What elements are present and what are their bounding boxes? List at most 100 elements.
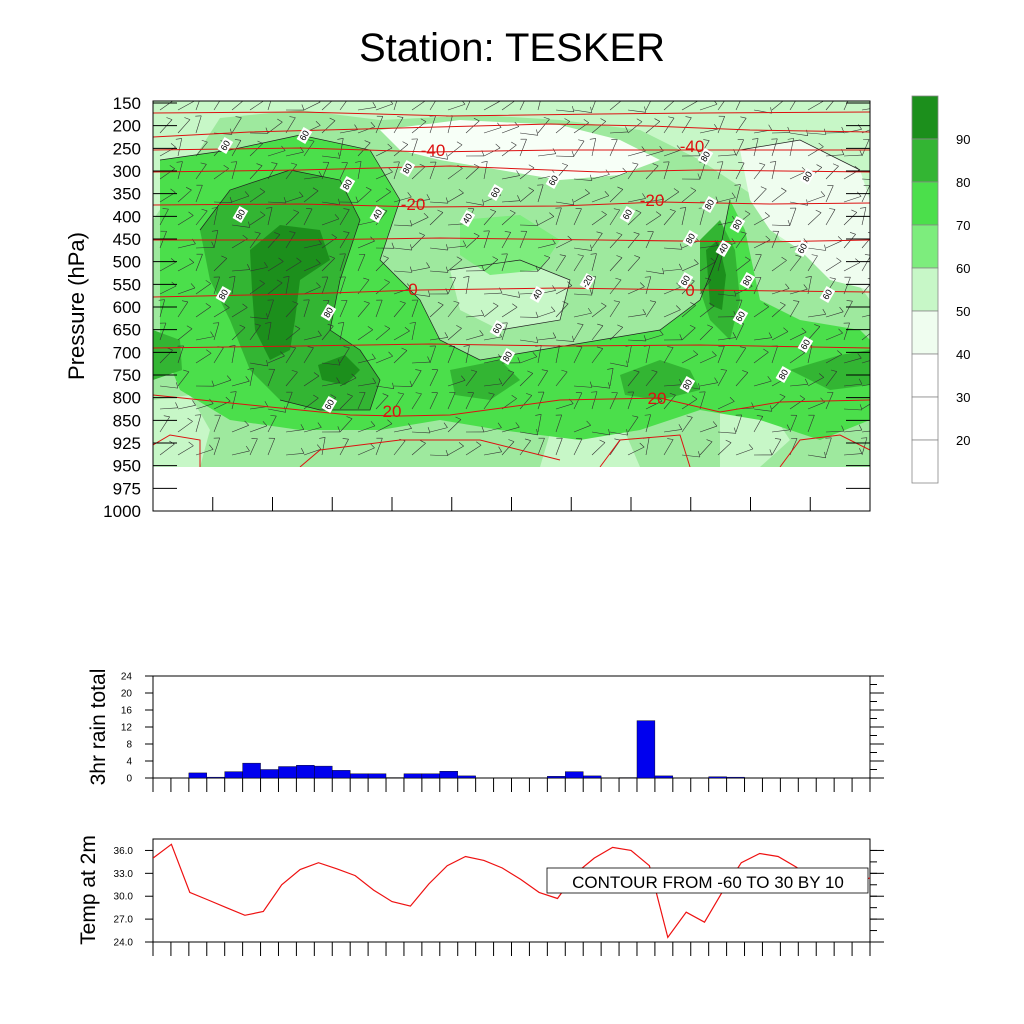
- wind-barb-flag: [867, 232, 870, 234]
- wind-barb: [411, 267, 430, 272]
- svg-text:80: 80: [501, 350, 515, 364]
- rain-bar: [421, 773, 440, 779]
- wind-barb: [411, 393, 422, 410]
- wind-barb-flag: [822, 308, 827, 315]
- svg-text:60: 60: [799, 338, 813, 352]
- wind-barb-flag: [229, 344, 236, 347]
- wind-barb: [429, 392, 438, 410]
- wind-barb: [213, 258, 228, 272]
- wind-barb-flag: [679, 207, 686, 209]
- wind-barb-flag: [290, 162, 297, 165]
- wind-barb: [663, 286, 681, 295]
- wind-barb: [231, 345, 236, 364]
- wind-barb: [771, 231, 779, 249]
- wind-barb-flag: [456, 141, 463, 146]
- wind-barb: [429, 201, 448, 204]
- rain-bar: [439, 771, 458, 779]
- wind-barb: [555, 109, 574, 113]
- wind-barb-flag: [244, 420, 249, 426]
- wind-barb: [177, 101, 194, 111]
- wind-barb-flag: [181, 300, 188, 303]
- wind-barb-flag: [225, 396, 231, 402]
- wind-barb: [177, 371, 190, 387]
- rain-axis-label: 3hr rain total: [87, 669, 110, 786]
- wind-barb-flag: [731, 238, 736, 244]
- wind-barb: [771, 331, 789, 341]
- humidity-region-pale-mid: [450, 260, 570, 330]
- wind-barb: [771, 429, 790, 433]
- wind-barb: [411, 199, 430, 203]
- wind-barb: [681, 327, 696, 341]
- wind-barb: [789, 256, 802, 272]
- temp-label: -20: [640, 191, 665, 210]
- wind-barb-flag: [673, 188, 680, 193]
- humidity-label: 80: [775, 365, 792, 384]
- wind-barb-flag: [245, 445, 250, 452]
- humidity-region-90b: [318, 355, 360, 385]
- temp-tick-label: 33.0: [114, 869, 134, 880]
- wind-barb-flag: [829, 277, 836, 280]
- wind-barb-flag: [422, 96, 427, 99]
- wind-barb: [393, 196, 412, 203]
- humidity-contour-lines: [159, 134, 861, 411]
- wind-barb: [267, 322, 272, 341]
- wind-barb: [411, 138, 418, 157]
- rain-panel: 0 4 8 12 16 20 24 3hr rain total: [87, 669, 884, 792]
- wind-barb: [789, 415, 798, 433]
- wind-barb-flag: [402, 141, 408, 145]
- wind-barb: [501, 293, 520, 298]
- wind-barb-flag: [175, 402, 179, 408]
- wind-barb: [177, 328, 193, 341]
- wind-barb-flag: [192, 400, 196, 406]
- wind-barb: [807, 313, 826, 318]
- wind-barb: [177, 445, 194, 456]
- wind-barb-flag: [871, 326, 876, 329]
- wind-barb: [555, 255, 566, 272]
- wind-barb: [285, 212, 300, 226]
- wind-barb-flag: [247, 368, 254, 370]
- wind-barb-flag: [678, 424, 683, 430]
- wind-barb-flag: [406, 283, 412, 289]
- wind-barb: [717, 346, 725, 364]
- wind-barb-flag: [508, 370, 514, 373]
- humidity-label: 60: [619, 205, 636, 224]
- colorbar-swatch: [911, 181, 939, 226]
- wind-barb: [555, 371, 568, 387]
- wind-barb-flag: [720, 369, 727, 371]
- wind-barb-flag: [615, 277, 622, 281]
- wind-barb-flag: [337, 322, 344, 324]
- wind-barb-flag: [184, 117, 191, 120]
- wind-barb: [519, 373, 534, 387]
- wind-barb-flag: [498, 378, 503, 384]
- humidity-label: 40: [715, 239, 732, 258]
- colorbar-label: 90: [956, 132, 970, 147]
- wind-barb-flag: [619, 96, 624, 99]
- wind-barb: [321, 382, 340, 387]
- wind-barb-flag: [732, 332, 737, 338]
- wind-barb-flag: [744, 256, 751, 261]
- wind-barb-flag: [816, 164, 822, 168]
- rain-bar: [296, 765, 315, 779]
- wind-barb: [303, 448, 322, 456]
- wind-barb: [843, 357, 862, 364]
- wind-barb: [591, 305, 607, 318]
- wind-barb-flag: [427, 356, 431, 363]
- wind-barb: [843, 212, 858, 226]
- wind-barb-flag: [481, 161, 488, 163]
- wind-barb-flag: [480, 309, 485, 316]
- wind-barb: [393, 270, 412, 273]
- wind-barb-flag: [572, 105, 575, 112]
- temp-tick-label: 27.0: [114, 915, 134, 926]
- wind-barb-flag: [561, 369, 568, 373]
- info-box-text: CONTOUR FROM -60 TO 30 BY 10: [572, 873, 844, 892]
- rain-bar: [547, 776, 566, 779]
- wind-barb: [429, 115, 436, 134]
- pressure-tick-label: 600: [113, 298, 141, 317]
- wind-barb: [717, 154, 736, 157]
- wind-barb: [789, 171, 807, 180]
- wind-barb: [303, 243, 322, 249]
- wind-barb: [213, 415, 221, 433]
- rain-bar: [654, 775, 674, 779]
- wind-barb-flag: [259, 188, 266, 193]
- wind-barb-flag: [296, 257, 302, 262]
